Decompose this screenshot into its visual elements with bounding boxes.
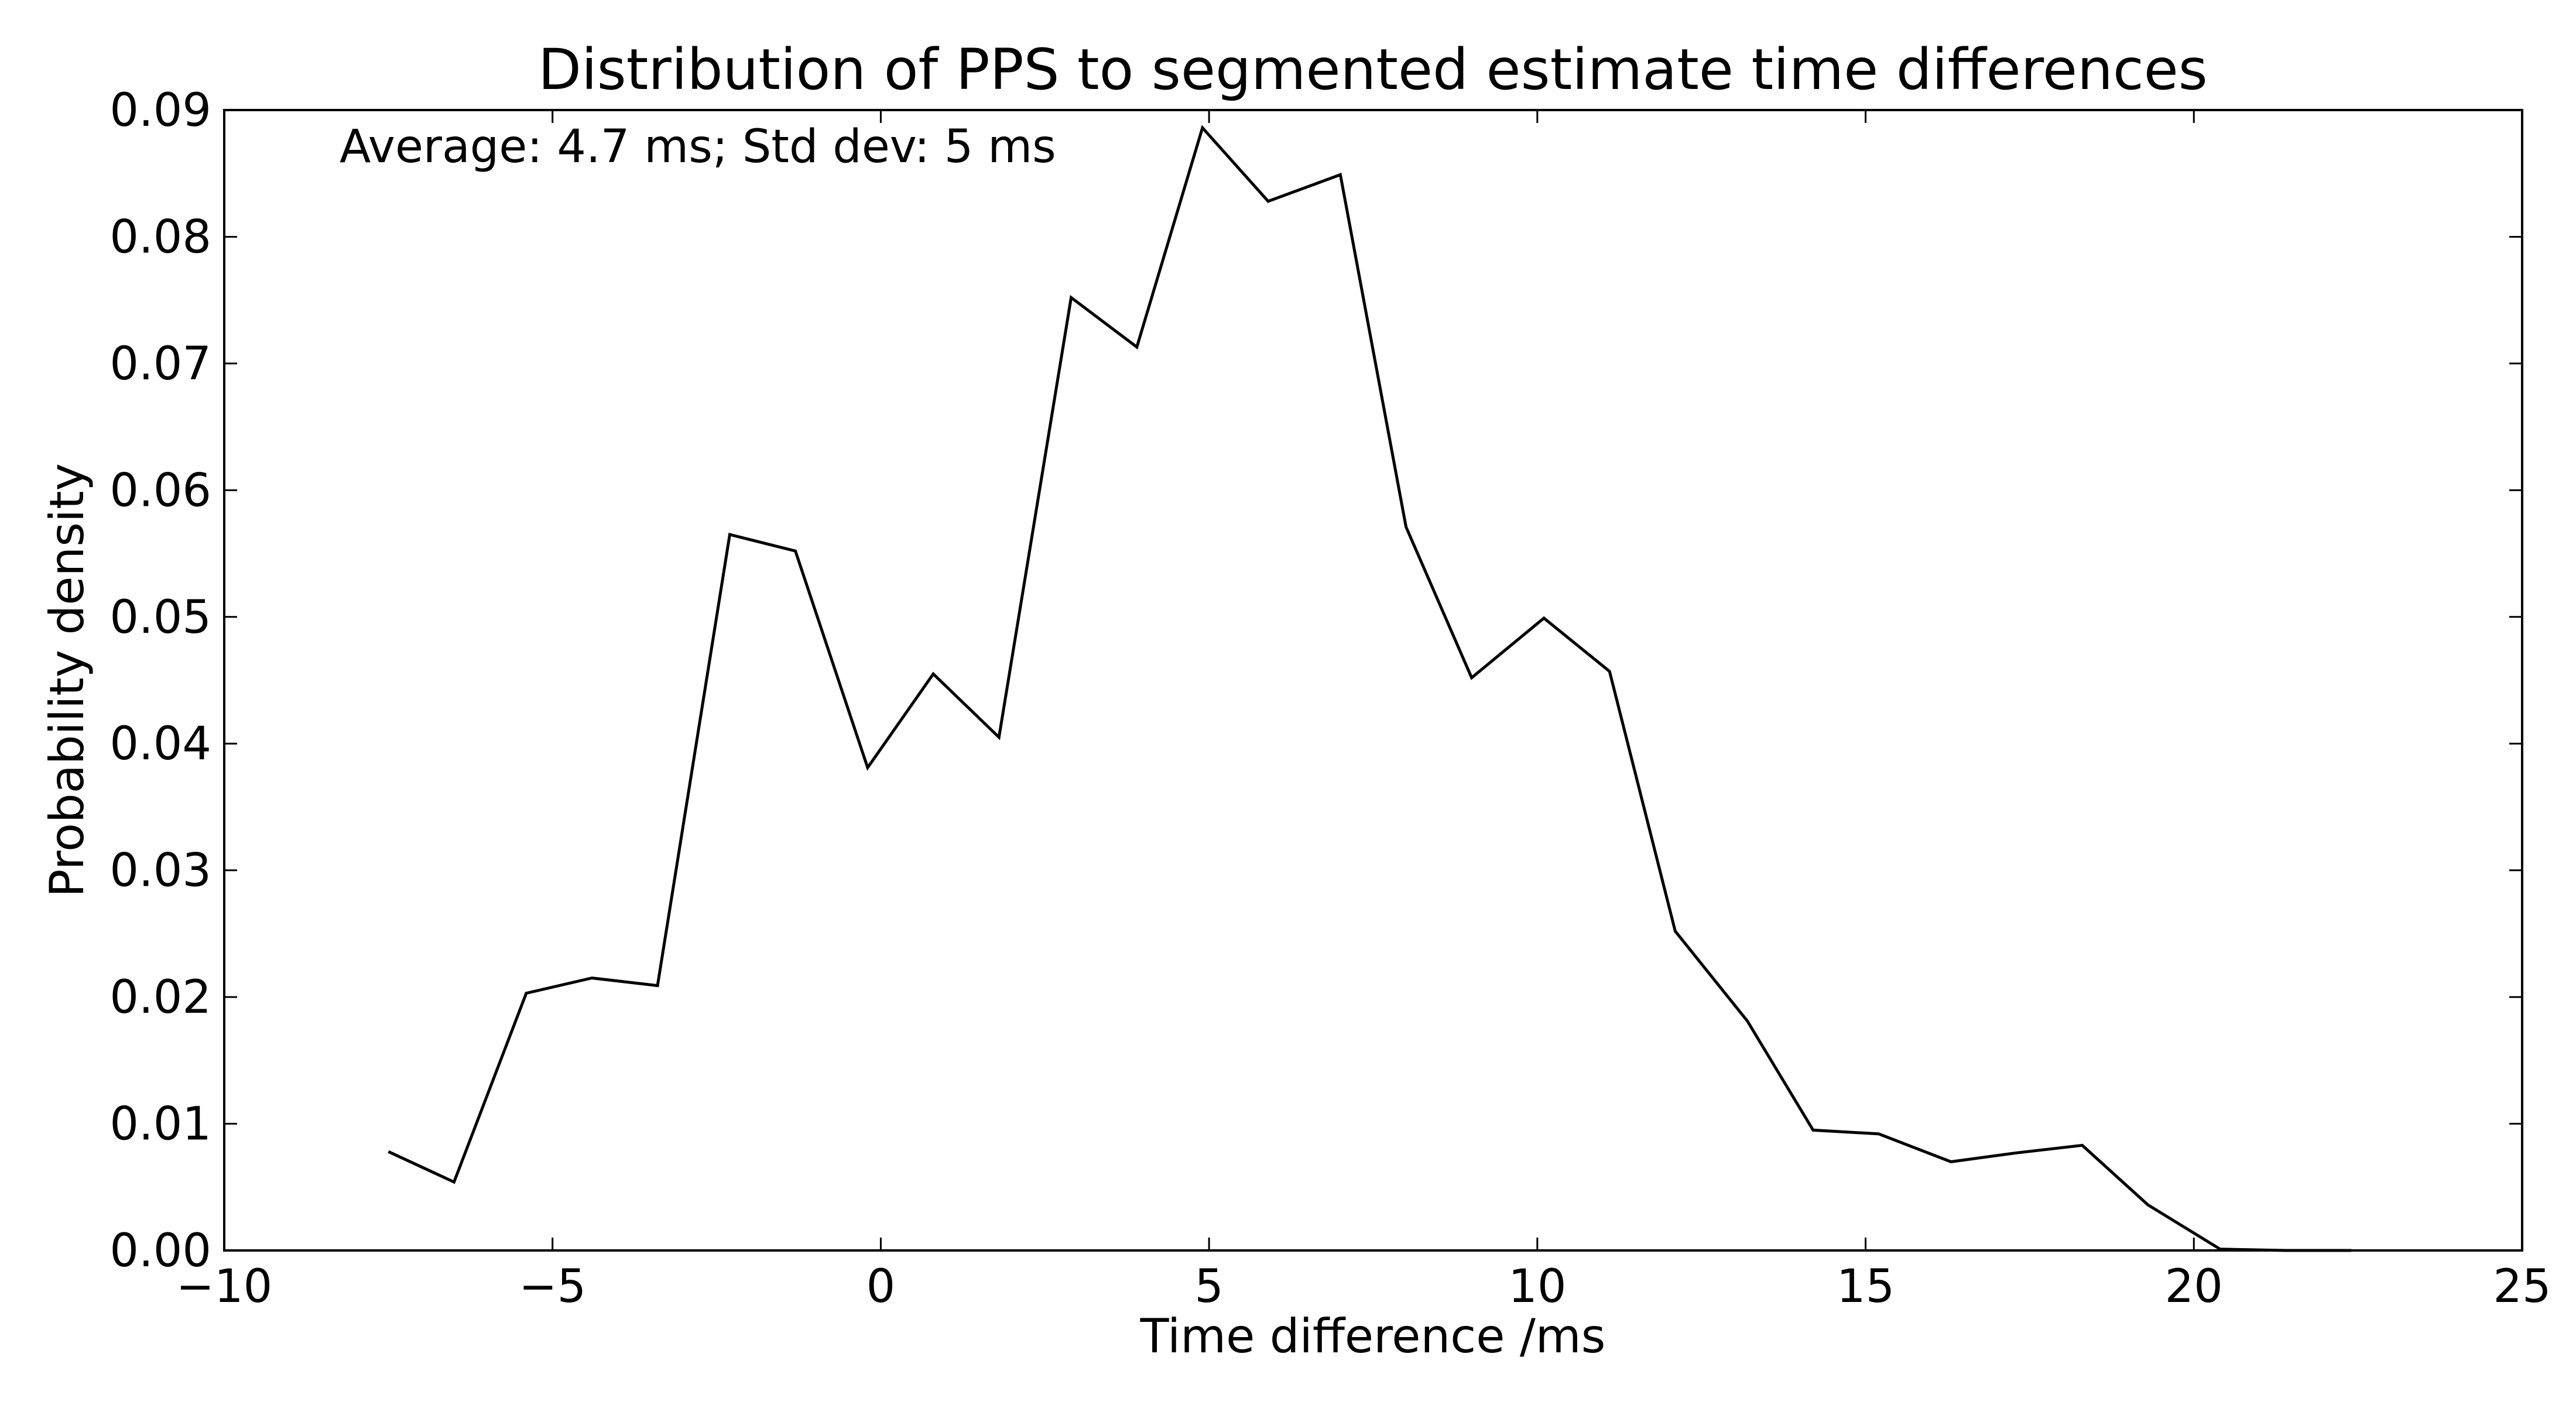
y-tick-label: 0.06: [109, 464, 211, 517]
y-tick-label: 0.03: [109, 845, 211, 897]
x-axis-ticks: −10 −5 0 5 10 15 20 25: [176, 110, 2551, 1313]
x-tick-label: 15: [1837, 1260, 1895, 1313]
plot-frame: [223, 109, 2523, 1252]
x-tick-label: 10: [1508, 1260, 1566, 1313]
x-tick-label: 25: [2493, 1260, 2551, 1313]
y-tick-label: 0.07: [109, 338, 211, 390]
y-tick-label: 0.00: [109, 1225, 211, 1277]
x-tick-label: 20: [2165, 1260, 2223, 1313]
y-tick-label: 0.05: [109, 591, 211, 644]
series-line: [388, 125, 2352, 1252]
y-axis-label: Probability density: [40, 463, 94, 897]
x-tick-label: 0: [866, 1260, 896, 1313]
y-tick-label: 0.01: [109, 1098, 211, 1151]
y-tick-label: 0.09: [109, 84, 211, 137]
x-tick-label: 5: [1194, 1260, 1224, 1313]
chart-title: Distribution of PPS to segmented estimat…: [538, 37, 2208, 102]
x-axis-label: Time difference /ms: [1140, 1309, 1606, 1363]
y-tick-label: 0.02: [109, 971, 211, 1024]
series-layer: [388, 125, 2352, 1252]
annotation-text: Average: 4.7 ms; Std dev: 5 ms: [340, 121, 1056, 173]
x-tick-label: −5: [519, 1260, 586, 1313]
y-axis-ticks: 0.00 0.01 0.02 0.03 0.04 0.05 0.06 0.07 0.08 0.09: [109, 84, 2522, 1277]
x-tick-label: −10: [176, 1260, 273, 1313]
y-tick-label: 0.08: [109, 211, 211, 263]
y-tick-label: 0.04: [109, 718, 211, 770]
